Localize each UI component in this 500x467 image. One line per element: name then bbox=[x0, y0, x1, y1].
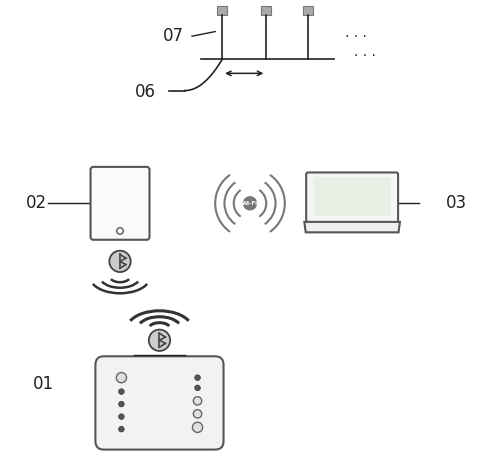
Circle shape bbox=[118, 414, 124, 419]
Text: 02: 02 bbox=[26, 194, 47, 212]
Circle shape bbox=[194, 410, 202, 418]
Circle shape bbox=[195, 375, 200, 381]
Circle shape bbox=[118, 426, 124, 432]
Bar bbox=[261, 6, 272, 15]
Text: 03: 03 bbox=[446, 194, 467, 212]
Circle shape bbox=[116, 373, 126, 383]
FancyBboxPatch shape bbox=[90, 167, 150, 240]
Text: Wi-Fi: Wi-Fi bbox=[242, 201, 258, 206]
Bar bbox=[217, 6, 228, 15]
Circle shape bbox=[192, 422, 202, 432]
Text: 06: 06 bbox=[135, 83, 156, 101]
Circle shape bbox=[195, 385, 200, 390]
Circle shape bbox=[118, 401, 124, 407]
Circle shape bbox=[244, 197, 256, 210]
Polygon shape bbox=[304, 222, 400, 233]
Circle shape bbox=[149, 330, 170, 351]
Text: . . .: . . . bbox=[345, 26, 367, 40]
Circle shape bbox=[110, 251, 130, 272]
Bar bbox=[303, 6, 313, 15]
Circle shape bbox=[194, 396, 202, 405]
Text: . . .: . . . bbox=[354, 45, 376, 59]
Bar bbox=[314, 177, 390, 216]
Text: 07: 07 bbox=[163, 27, 184, 45]
FancyBboxPatch shape bbox=[306, 172, 398, 224]
FancyBboxPatch shape bbox=[96, 356, 224, 450]
Circle shape bbox=[118, 389, 124, 394]
Circle shape bbox=[117, 228, 123, 234]
Text: 01: 01 bbox=[33, 375, 54, 393]
